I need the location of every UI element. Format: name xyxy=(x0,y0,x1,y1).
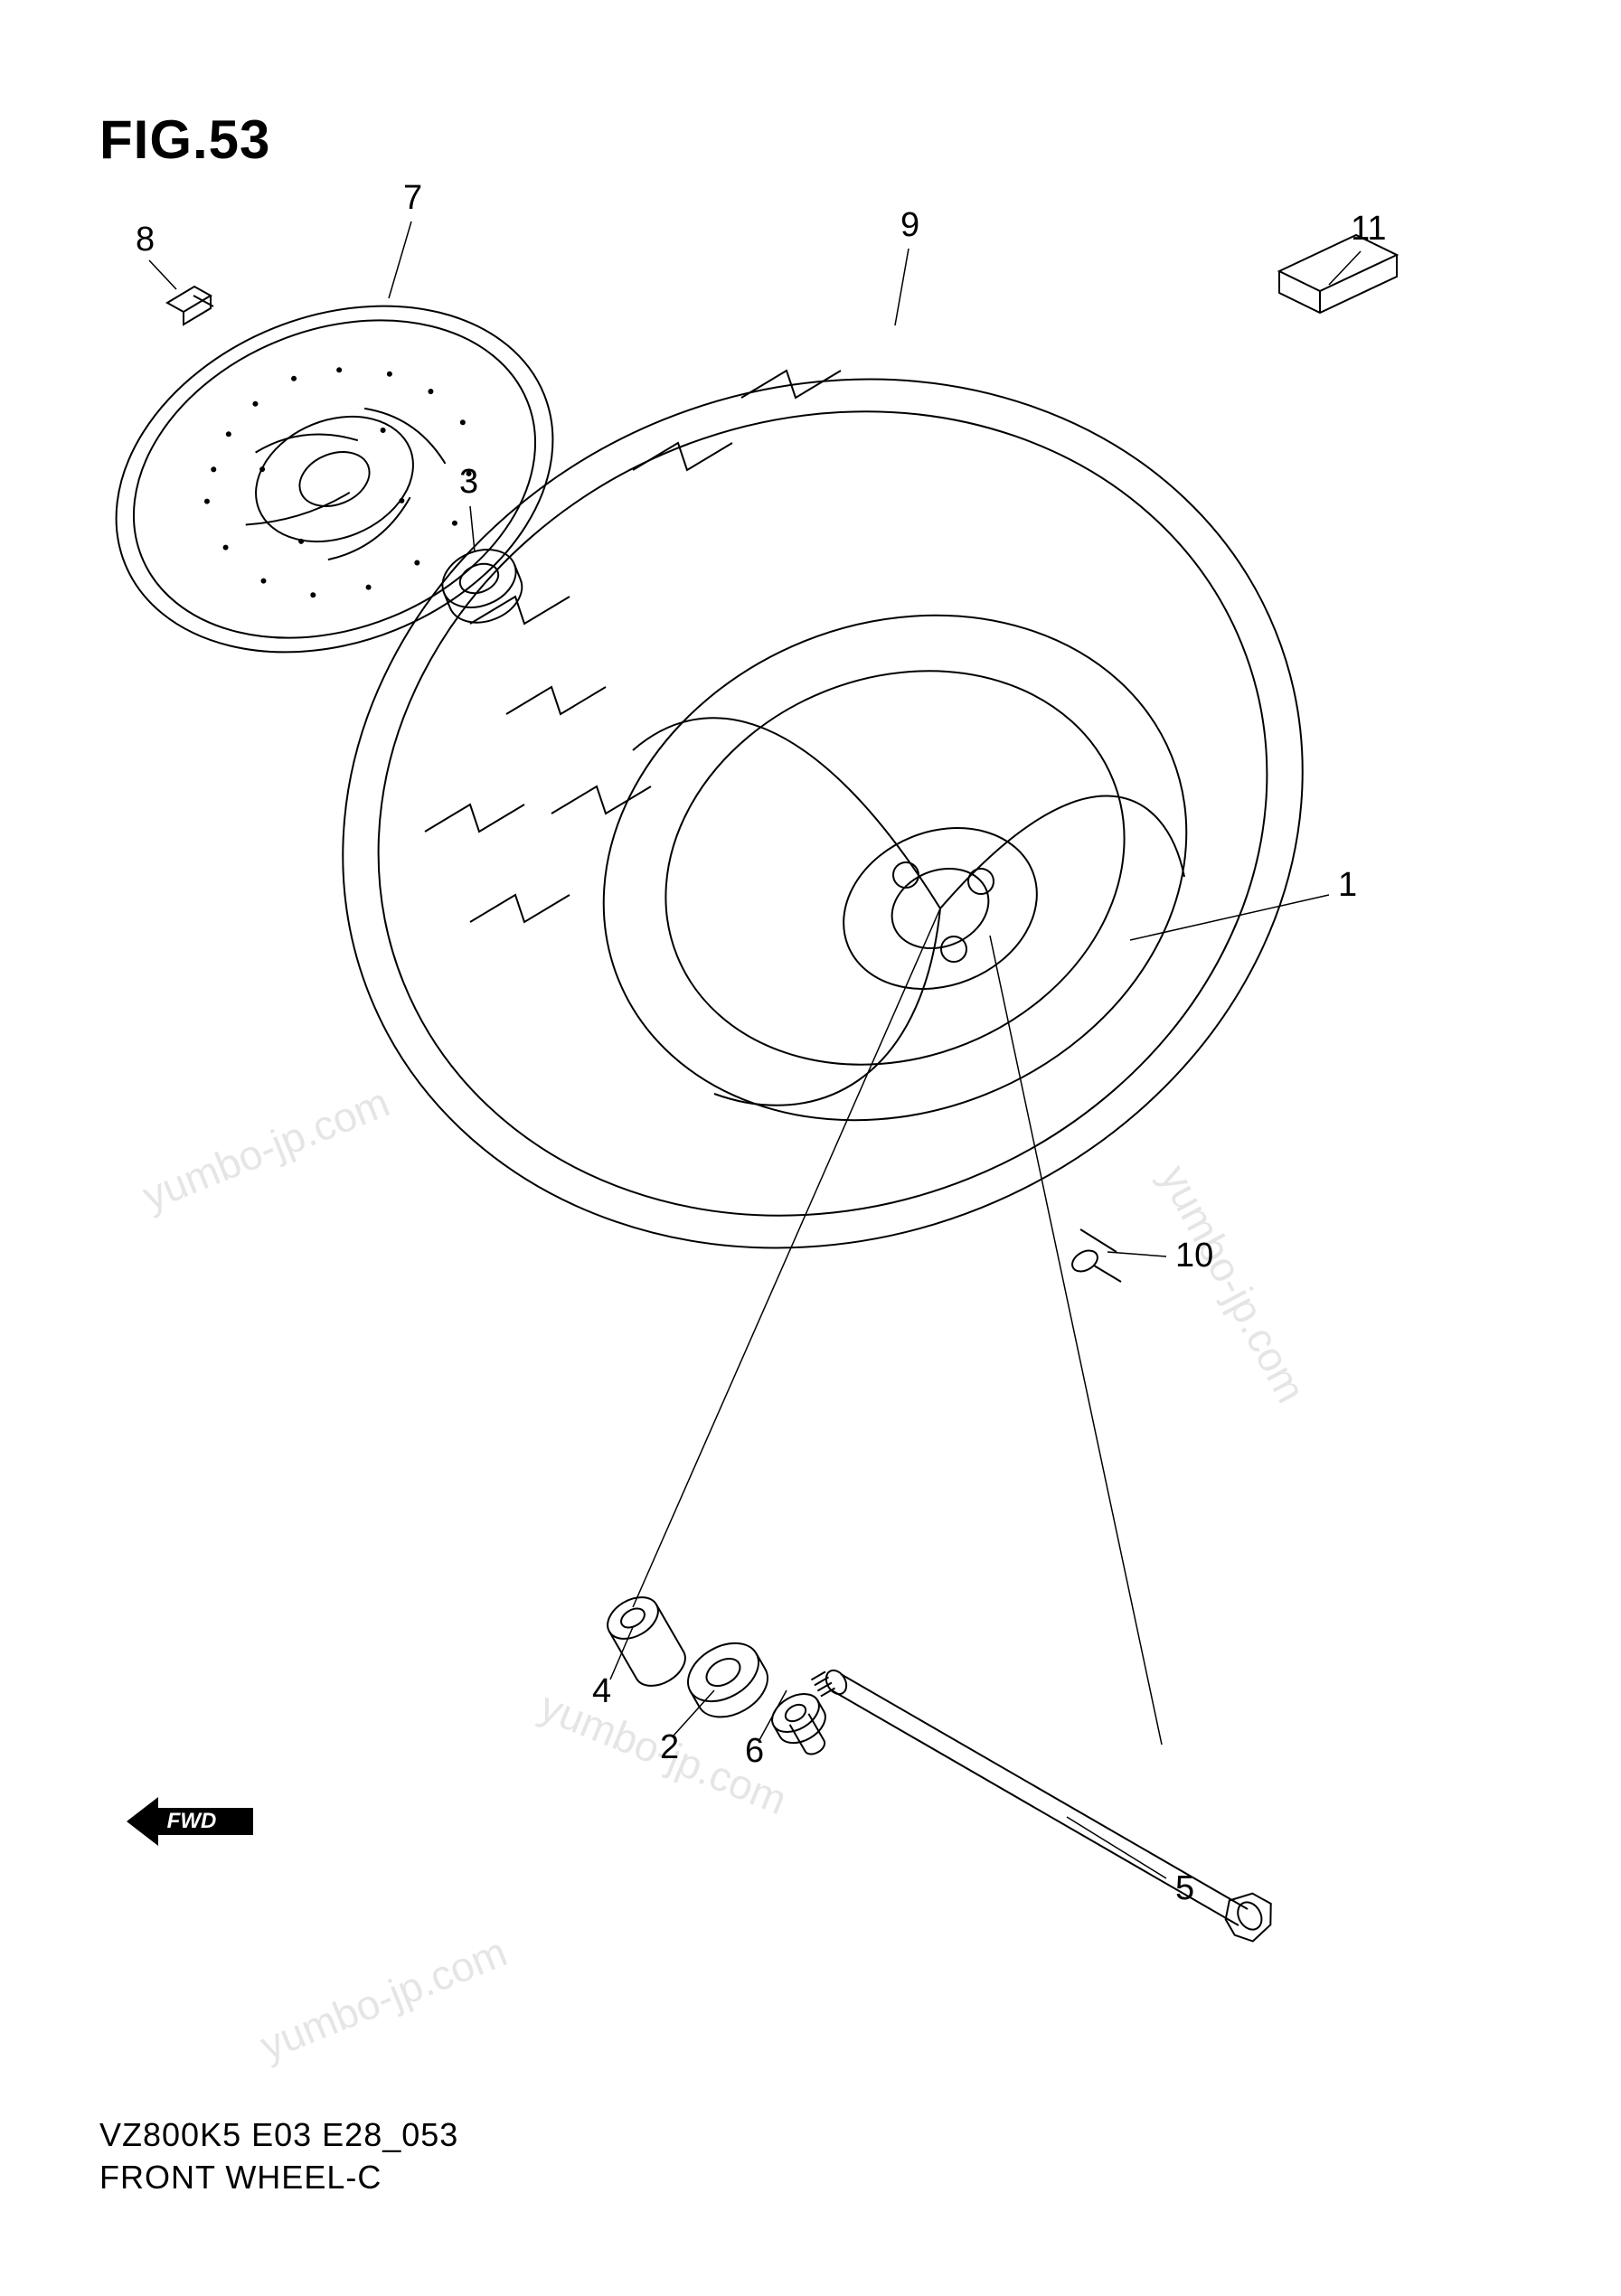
callout-6: 6 xyxy=(745,1732,764,1771)
disc-bolt xyxy=(167,287,213,325)
diagram-stage: 1 2 3 4 5 6 7 8 9 10 11 yumbo-jp.com yum… xyxy=(0,0,1621,2296)
air-valve xyxy=(1069,1229,1121,1282)
callout-1: 1 xyxy=(1338,866,1357,905)
callout-10: 10 xyxy=(1175,1237,1213,1275)
page: FIG.53 xyxy=(0,0,1621,2296)
leaders xyxy=(149,221,1361,1878)
callout-11: 11 xyxy=(1351,210,1386,249)
fwd-label: FWD xyxy=(167,1809,217,1833)
diagram-svg xyxy=(0,0,1621,2296)
tire-group xyxy=(211,237,1434,1390)
callout-8: 8 xyxy=(136,221,155,259)
part-name: FRONT WHEEL-C xyxy=(99,2159,458,2197)
callout-9: 9 xyxy=(900,206,919,245)
model-code: VZ800K5 E03 E28_053 xyxy=(99,2112,458,2159)
callout-4: 4 xyxy=(592,1672,611,1711)
callout-3: 3 xyxy=(459,463,478,502)
callout-2: 2 xyxy=(660,1728,679,1767)
fwd-badge: FWD xyxy=(118,1790,262,1853)
callout-5: 5 xyxy=(1175,1869,1194,1908)
brake-disc-group xyxy=(64,243,605,714)
callout-7: 7 xyxy=(403,179,422,218)
bottom-codes: VZ800K5 E03 E28_053 FRONT WHEEL-C xyxy=(99,2112,458,2197)
